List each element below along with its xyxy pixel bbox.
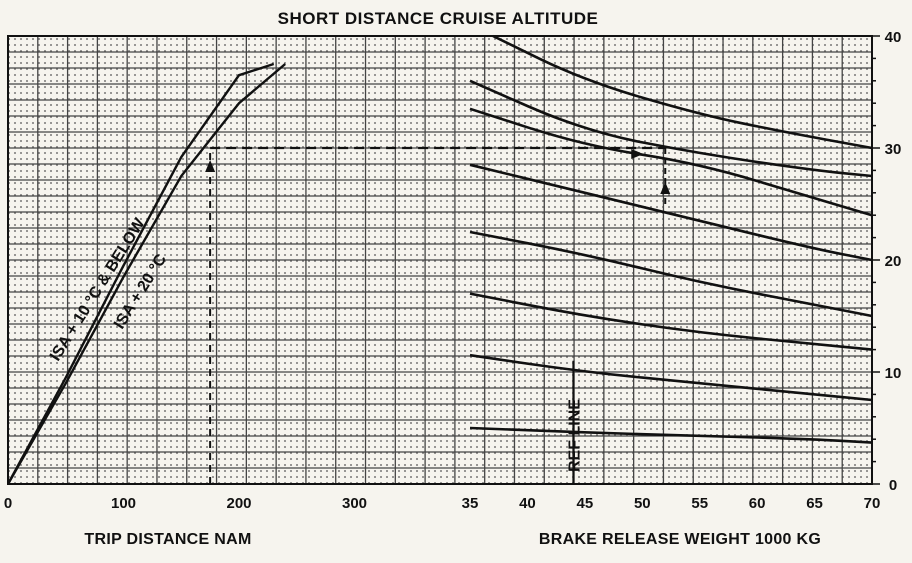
- x-tick-label-distance: 200: [226, 495, 251, 512]
- x-tick-label-weight: 50: [634, 495, 651, 512]
- weight-curve-line: [469, 230, 873, 318]
- y-tick-label-altitude: 30: [885, 141, 902, 158]
- x-tick-label-weight: 60: [749, 495, 766, 512]
- ref-line-label: REF LINE: [566, 399, 583, 472]
- weight-curve-line: [492, 34, 873, 150]
- y-tick-label-altitude: 0: [889, 477, 897, 494]
- x-tick-label-weight: 65: [806, 495, 823, 512]
- y-tick-label-altitude: 20: [885, 253, 902, 270]
- x-tick-label-distance: 100: [111, 495, 136, 512]
- x-tick-label-weight: 35: [462, 495, 479, 512]
- chart-title: SHORT DISTANCE CRUISE ALTITUDE: [278, 9, 599, 28]
- weight-curve-line: [469, 426, 873, 444]
- arrow-up-icon: [660, 182, 671, 194]
- weight-curve-line: [469, 79, 873, 178]
- series-line-temperature: [6, 63, 286, 485]
- weight-curve-line: [469, 107, 873, 217]
- x-axis-label-trip-distance: TRIP DISTANCE NAM: [84, 531, 251, 548]
- series-line-temperature: [6, 62, 275, 485]
- x-tick-label-weight: 55: [691, 495, 708, 512]
- x-tick-label-distance: 0: [4, 495, 12, 512]
- weight-curve-line: [469, 353, 873, 402]
- y-tick-label-altitude: 10: [885, 365, 902, 382]
- weight-curve-line: [469, 163, 873, 262]
- weight-curve-line: [469, 292, 873, 351]
- arrow-right-icon: [631, 149, 644, 159]
- x-tick-label-distance: 300: [342, 495, 367, 512]
- x-axis-label-brake-release-weight: BRAKE RELEASE WEIGHT 1000 KG: [539, 531, 821, 548]
- x-tick-label-weight: 70: [864, 495, 881, 512]
- x-tick-label-weight: 40: [519, 495, 536, 512]
- y-tick-label-altitude: 40: [885, 29, 902, 46]
- x-tick-label-weight: 45: [577, 495, 594, 512]
- arrow-up-icon: [205, 160, 216, 172]
